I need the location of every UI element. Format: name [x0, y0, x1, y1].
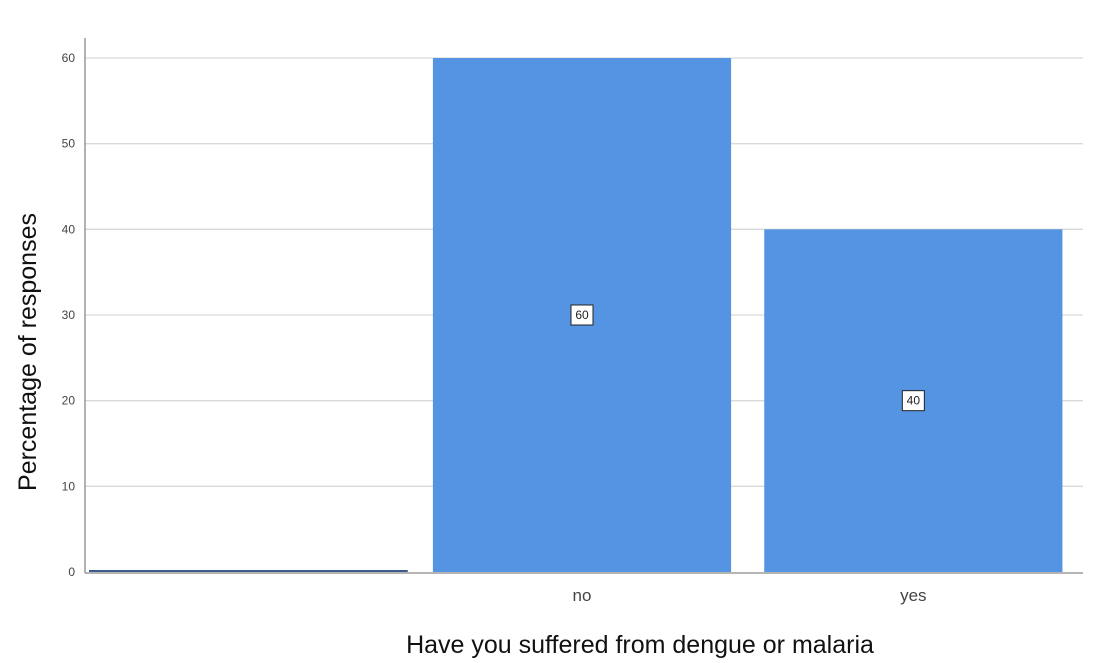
x-category-labels: no yes [573, 586, 927, 605]
y-tick-label: 40 [62, 222, 76, 236]
data-label-box [901, 390, 925, 412]
y-tick-labels: 0 10 20 30 40 50 60 [62, 51, 76, 579]
data-label-yes: 40 [907, 394, 921, 408]
data-label-no: 60 [575, 308, 589, 322]
y-tick-label: 50 [62, 137, 76, 151]
y-axis-title: Percentage of responses [14, 213, 42, 491]
data-labels: 60 40 [570, 304, 925, 412]
x-category-yes: yes [900, 586, 926, 605]
y-tick-label: 60 [62, 51, 76, 65]
axes [84, 38, 1083, 574]
data-label-box [570, 304, 594, 326]
x-category-no: no [573, 586, 592, 605]
x-axis-title: Have you suffered from dengue or malaria [406, 631, 874, 659]
y-tick-label: 30 [62, 308, 76, 322]
y-tick-label: 0 [68, 565, 75, 579]
y-tick-label: 20 [62, 394, 76, 408]
y-tick-label: 10 [62, 479, 76, 493]
